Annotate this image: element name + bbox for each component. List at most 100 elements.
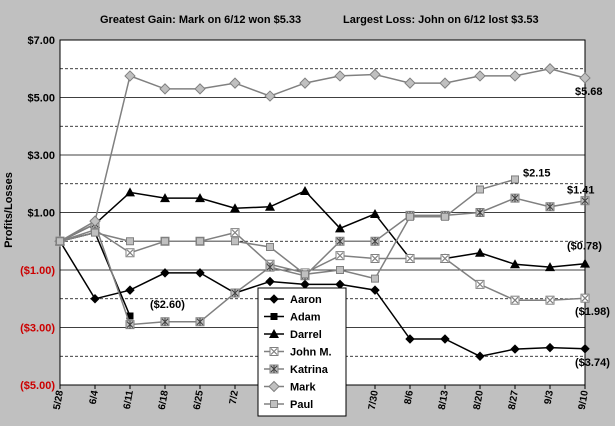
x-tick-label: 8/27 <box>507 389 521 411</box>
data-point <box>299 77 311 89</box>
series-line <box>59 197 586 326</box>
data-point <box>266 243 274 251</box>
legend-label: Mark <box>290 382 317 394</box>
data-point <box>160 268 170 278</box>
data-point <box>265 276 275 287</box>
data-point <box>335 251 345 261</box>
data-point <box>510 295 520 305</box>
data-point <box>545 262 555 272</box>
data-point <box>230 288 240 298</box>
x-tick-label: 9/3 <box>543 389 556 405</box>
data-label: ($1.98) <box>575 306 610 318</box>
legend-label: Adam <box>290 312 321 324</box>
data-point <box>405 334 415 344</box>
y-tick-label: $5.00 <box>27 93 55 105</box>
data-point <box>269 294 279 304</box>
data-point <box>195 268 205 278</box>
data-point <box>91 228 99 237</box>
data-point <box>125 285 135 295</box>
data-point <box>230 203 240 213</box>
series-mark <box>54 63 591 247</box>
legend-label: Darrel <box>290 329 322 341</box>
data-label: $1.41 <box>567 185 595 197</box>
x-tick-label: 8/20 <box>472 389 486 411</box>
series-line <box>59 68 586 242</box>
legend-label: Paul <box>290 399 313 411</box>
series-paul <box>56 175 519 283</box>
y-tick-label: ($3.00) <box>20 323 55 335</box>
legend-item: Adam <box>264 312 321 324</box>
x-tick-label: 8/13 <box>437 389 451 411</box>
data-point <box>439 77 451 89</box>
x-tick-label: 9/10 <box>577 389 591 411</box>
legend-label: John M. <box>290 347 332 359</box>
data-point <box>269 364 279 374</box>
x-tick-label: 6/25 <box>192 389 206 411</box>
series-darrel <box>55 185 590 272</box>
data-point <box>406 212 414 221</box>
data-label: ($2.60) <box>150 299 185 311</box>
series-line <box>59 178 516 280</box>
data-point <box>371 274 379 283</box>
data-point <box>509 70 521 82</box>
data-point <box>229 77 241 89</box>
x-tick-label: 7/30 <box>367 389 381 411</box>
data-point <box>510 344 520 354</box>
data-point <box>124 70 136 82</box>
data-point <box>89 215 101 227</box>
series-line <box>59 240 586 358</box>
data-point <box>335 236 345 246</box>
data-point <box>475 279 485 289</box>
data-label: $5.68 <box>575 86 603 98</box>
header-largest-loss: Largest Loss: John on 6/12 lost $3.53 <box>343 14 539 26</box>
data-point <box>125 320 135 330</box>
legend: Aaron Adam Darrel John M. Katrina Mark Paul <box>257 287 347 417</box>
data-point <box>335 223 345 233</box>
data-point <box>161 237 169 246</box>
y-tick-label: ($1.00) <box>20 265 55 277</box>
data-point <box>580 293 590 303</box>
y-tick-label: $1.00 <box>27 208 55 220</box>
data-point <box>580 196 590 206</box>
series-line <box>59 228 586 301</box>
y-tick-label: $7.00 <box>27 35 55 47</box>
data-label: $2.15 <box>523 167 551 179</box>
data-point <box>270 313 278 320</box>
data-point <box>301 270 309 279</box>
data-point <box>195 193 205 203</box>
data-point <box>160 317 170 327</box>
data-point <box>545 342 555 353</box>
data-point <box>336 266 344 274</box>
data-point <box>231 237 239 246</box>
data-label: ($0.78) <box>567 241 602 253</box>
data-point <box>370 285 380 295</box>
x-tick-label: 6/4 <box>88 389 101 405</box>
data-point <box>269 329 279 338</box>
data-point <box>370 254 380 263</box>
data-point <box>476 185 484 194</box>
data-point <box>160 193 170 203</box>
data-point <box>125 248 135 258</box>
data-point <box>370 208 380 218</box>
legend-item: Aaron <box>264 294 322 306</box>
x-tick-label: 8/6 <box>403 389 416 405</box>
data-point <box>475 351 485 361</box>
data-point <box>475 208 485 217</box>
legend-item: Paul <box>264 399 313 411</box>
legend-label: Aaron <box>290 294 322 306</box>
data-point <box>474 70 486 82</box>
data-point <box>56 237 64 246</box>
data-point <box>370 236 380 246</box>
series-line <box>59 189 586 268</box>
legend-label: Katrina <box>290 364 329 376</box>
data-point <box>196 237 204 246</box>
data-point <box>579 72 591 84</box>
data-point <box>125 187 135 197</box>
data-point <box>545 295 555 305</box>
x-tick-label: 6/18 <box>157 389 171 411</box>
legend-item: John M. <box>264 347 332 359</box>
data-label: ($3.74) <box>575 357 610 369</box>
legend-item: Darrel <box>264 329 322 341</box>
